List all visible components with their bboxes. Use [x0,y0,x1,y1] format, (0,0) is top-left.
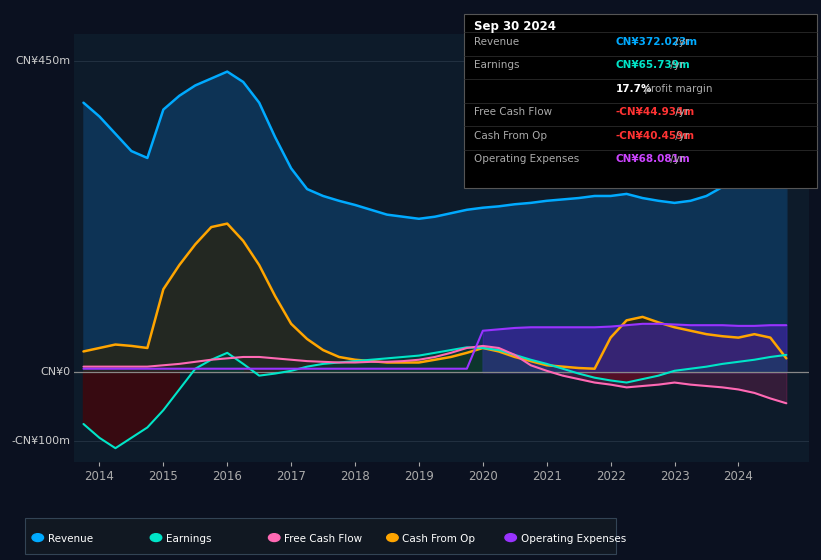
Text: Operating Expenses: Operating Expenses [521,534,626,544]
Text: Operating Expenses: Operating Expenses [474,155,579,165]
Text: /yr: /yr [672,131,689,141]
Text: Free Cash Flow: Free Cash Flow [474,108,552,118]
Text: Cash From Op: Cash From Op [474,131,547,141]
Text: /yr: /yr [672,37,689,47]
Text: Earnings: Earnings [474,60,519,71]
Text: Sep 30 2024: Sep 30 2024 [474,20,556,32]
Text: -CN¥40.459m: -CN¥40.459m [616,131,695,141]
Text: -CN¥44.934m: -CN¥44.934m [616,108,695,118]
Text: CN¥372.023m: CN¥372.023m [616,37,698,47]
Text: Cash From Op: Cash From Op [402,534,475,544]
Text: CN¥68.081m: CN¥68.081m [616,155,690,165]
Text: /yr: /yr [667,60,684,71]
Text: Revenue: Revenue [48,534,93,544]
Text: Free Cash Flow: Free Cash Flow [284,534,362,544]
Text: 17.7%: 17.7% [616,84,652,94]
Text: Revenue: Revenue [474,37,519,47]
Text: /yr: /yr [667,155,684,165]
Text: /yr: /yr [672,108,689,118]
Text: CN¥65.739m: CN¥65.739m [616,60,690,71]
Text: -CN¥100m: -CN¥100m [11,436,71,446]
Text: profit margin: profit margin [641,84,713,94]
Text: Earnings: Earnings [166,534,211,544]
Text: CN¥450m: CN¥450m [15,56,71,66]
Text: CN¥0: CN¥0 [40,367,71,377]
